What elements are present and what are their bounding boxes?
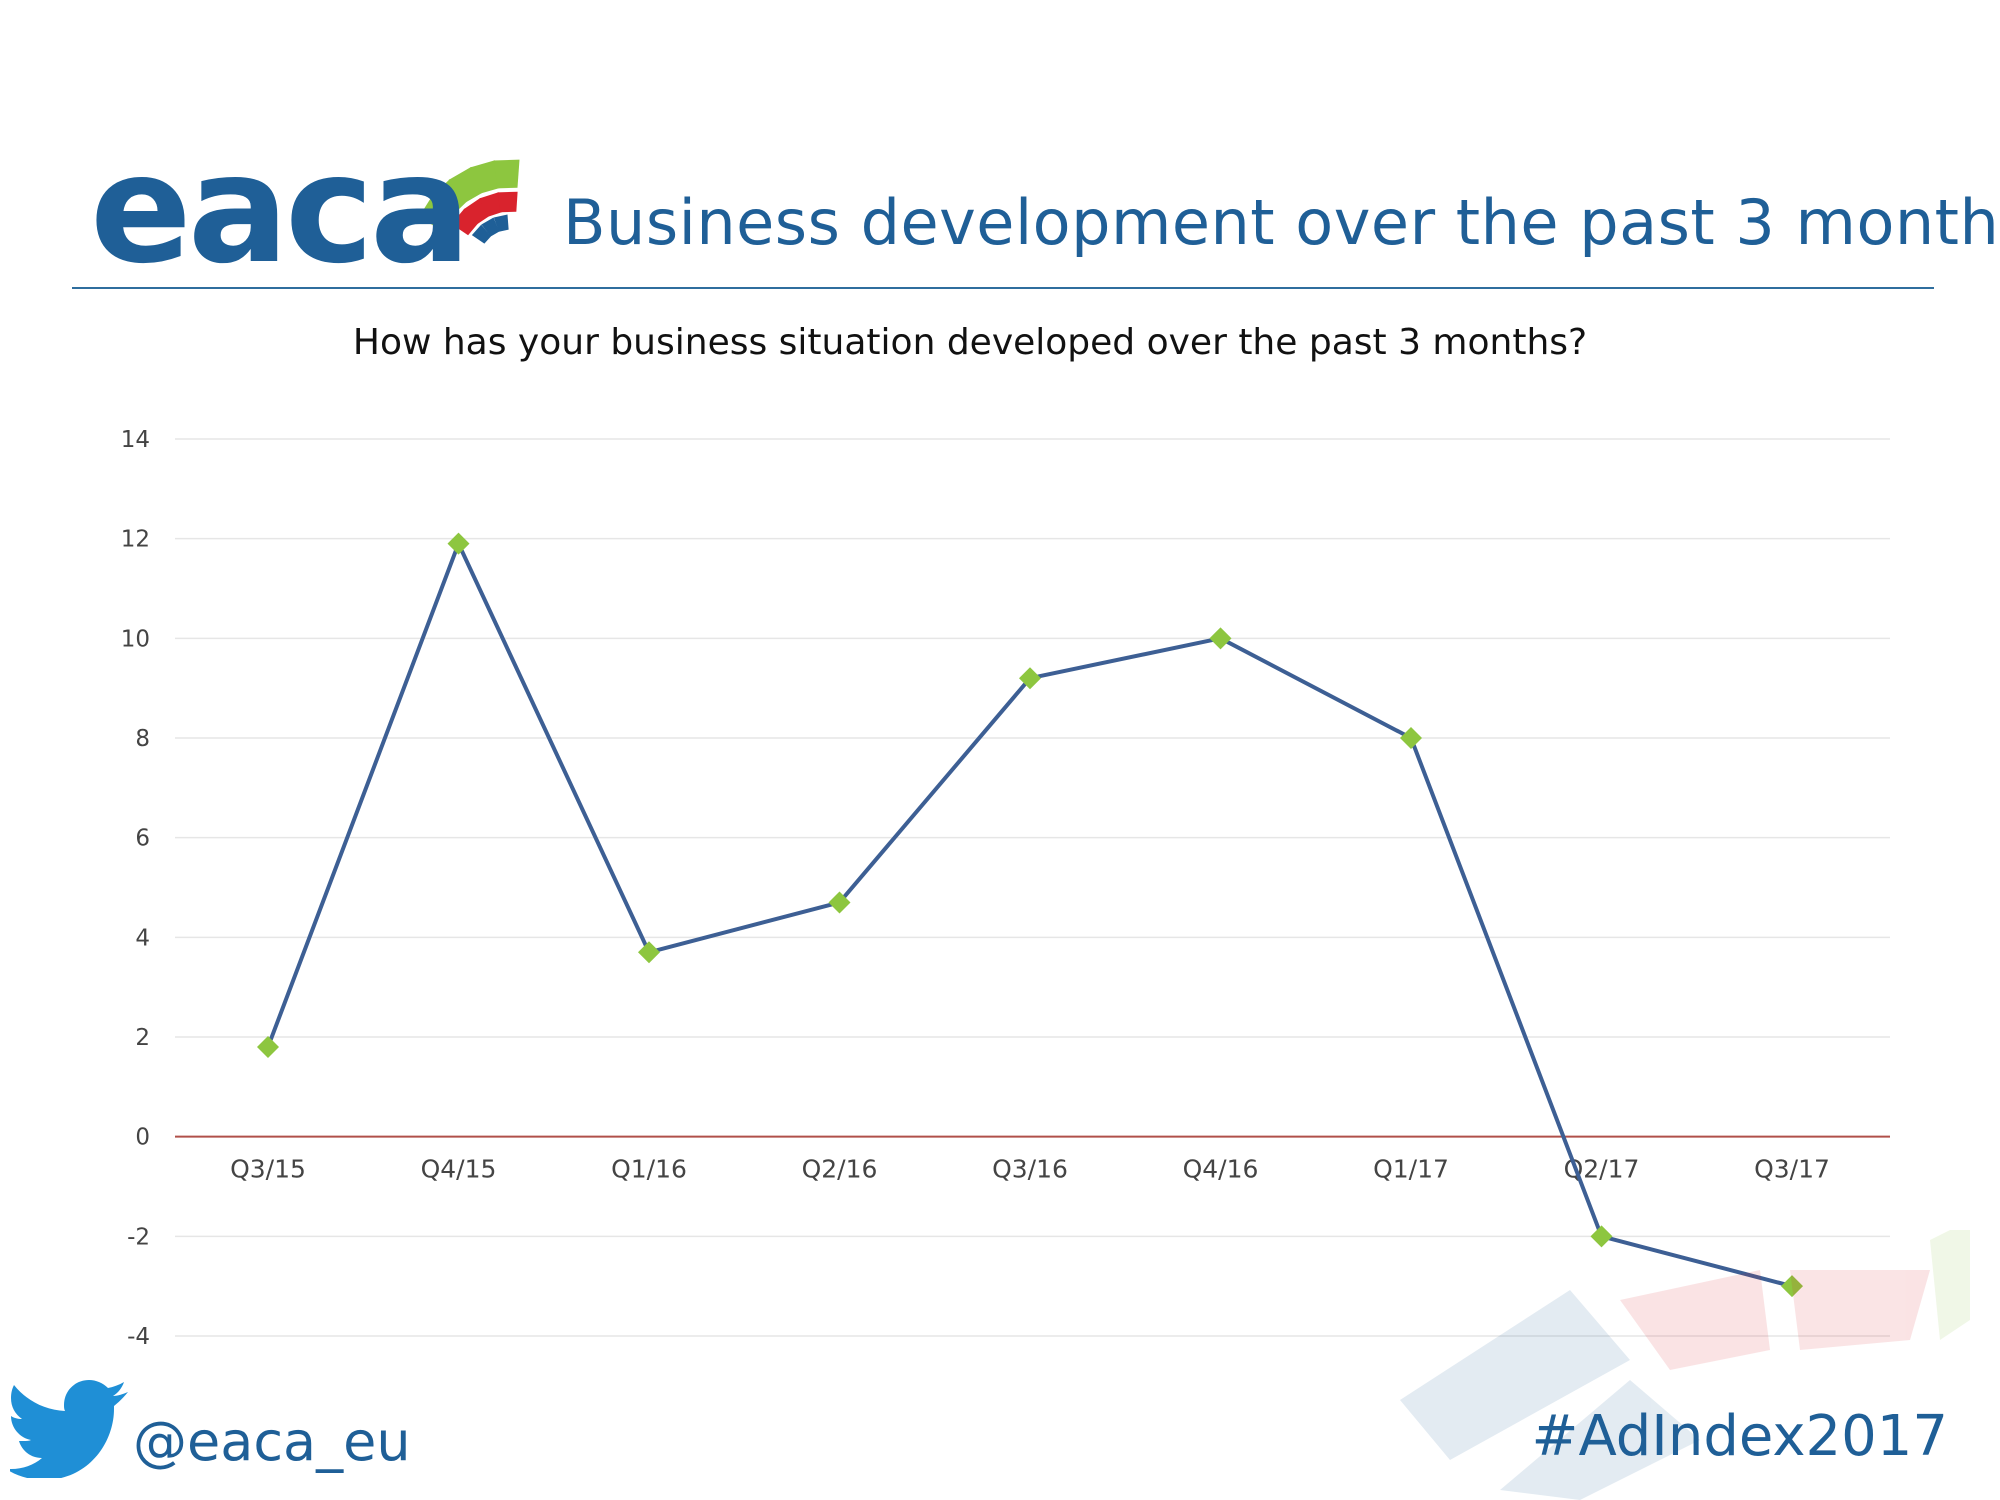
y-tick-label: 6 [135,826,150,852]
y-tick-label: 14 [121,427,150,453]
hashtag: #AdIndex2017 [1531,1404,1948,1469]
line-chart: 14 12 10 8 6 4 2 0 -2 -4 Q3/15 Q4/15 Q1/16 Q2/16 Q3/1… [121,427,1890,1350]
data-point [1781,1275,1803,1298]
twitter-handle[interactable]: @eaca_eu [133,1410,411,1473]
x-tick-label: Q3/17 [1754,1155,1830,1184]
y-tick-label: -4 [127,1324,150,1350]
data-point [447,532,470,555]
y-tick-label: 12 [121,527,150,553]
logo-text: eaca [90,123,471,297]
x-tick-label: Q2/16 [802,1155,878,1184]
eaca-logo: eaca [90,75,570,285]
x-tick-label: Q1/16 [611,1155,687,1184]
x-axis-ticks: Q3/15 Q4/15 Q1/16 Q2/16 Q3/16 Q4/16 Q1/17 Q2/17… [230,1155,1830,1184]
x-tick-label: Q4/15 [421,1155,497,1184]
logo-fan-icon [418,159,520,244]
twitter-bird-icon [10,1380,128,1478]
y-tick-label: 8 [135,726,150,752]
y-tick-label: 2 [135,1025,150,1051]
x-tick-label: Q3/16 [992,1155,1068,1184]
y-tick-label: 4 [135,925,150,951]
data-point [1590,1225,1613,1248]
corner-decoration-icon [1400,1230,1970,1500]
x-tick-label: Q4/16 [1183,1155,1259,1184]
header-divider [72,287,1934,289]
page-title: Business development over the past 3 mon… [563,186,2000,259]
data-point [1019,667,1041,690]
data-point [1400,727,1422,749]
chart-title: How has your business situation develope… [352,322,1588,363]
series-layer [257,532,1803,1298]
y-tick-label: 0 [135,1125,150,1151]
data-point [638,941,660,964]
y-axis-ticks: 14 12 10 8 6 4 2 0 -2 -4 [121,427,150,1350]
x-tick-label: Q1/17 [1373,1155,1449,1184]
y-tick-label: -2 [127,1224,150,1250]
y-tick-label: 10 [121,626,150,652]
data-point [257,1035,279,1058]
x-tick-label: Q3/15 [230,1155,306,1184]
data-point [1209,627,1232,650]
data-point [828,891,851,914]
gridlines [175,438,1890,1337]
